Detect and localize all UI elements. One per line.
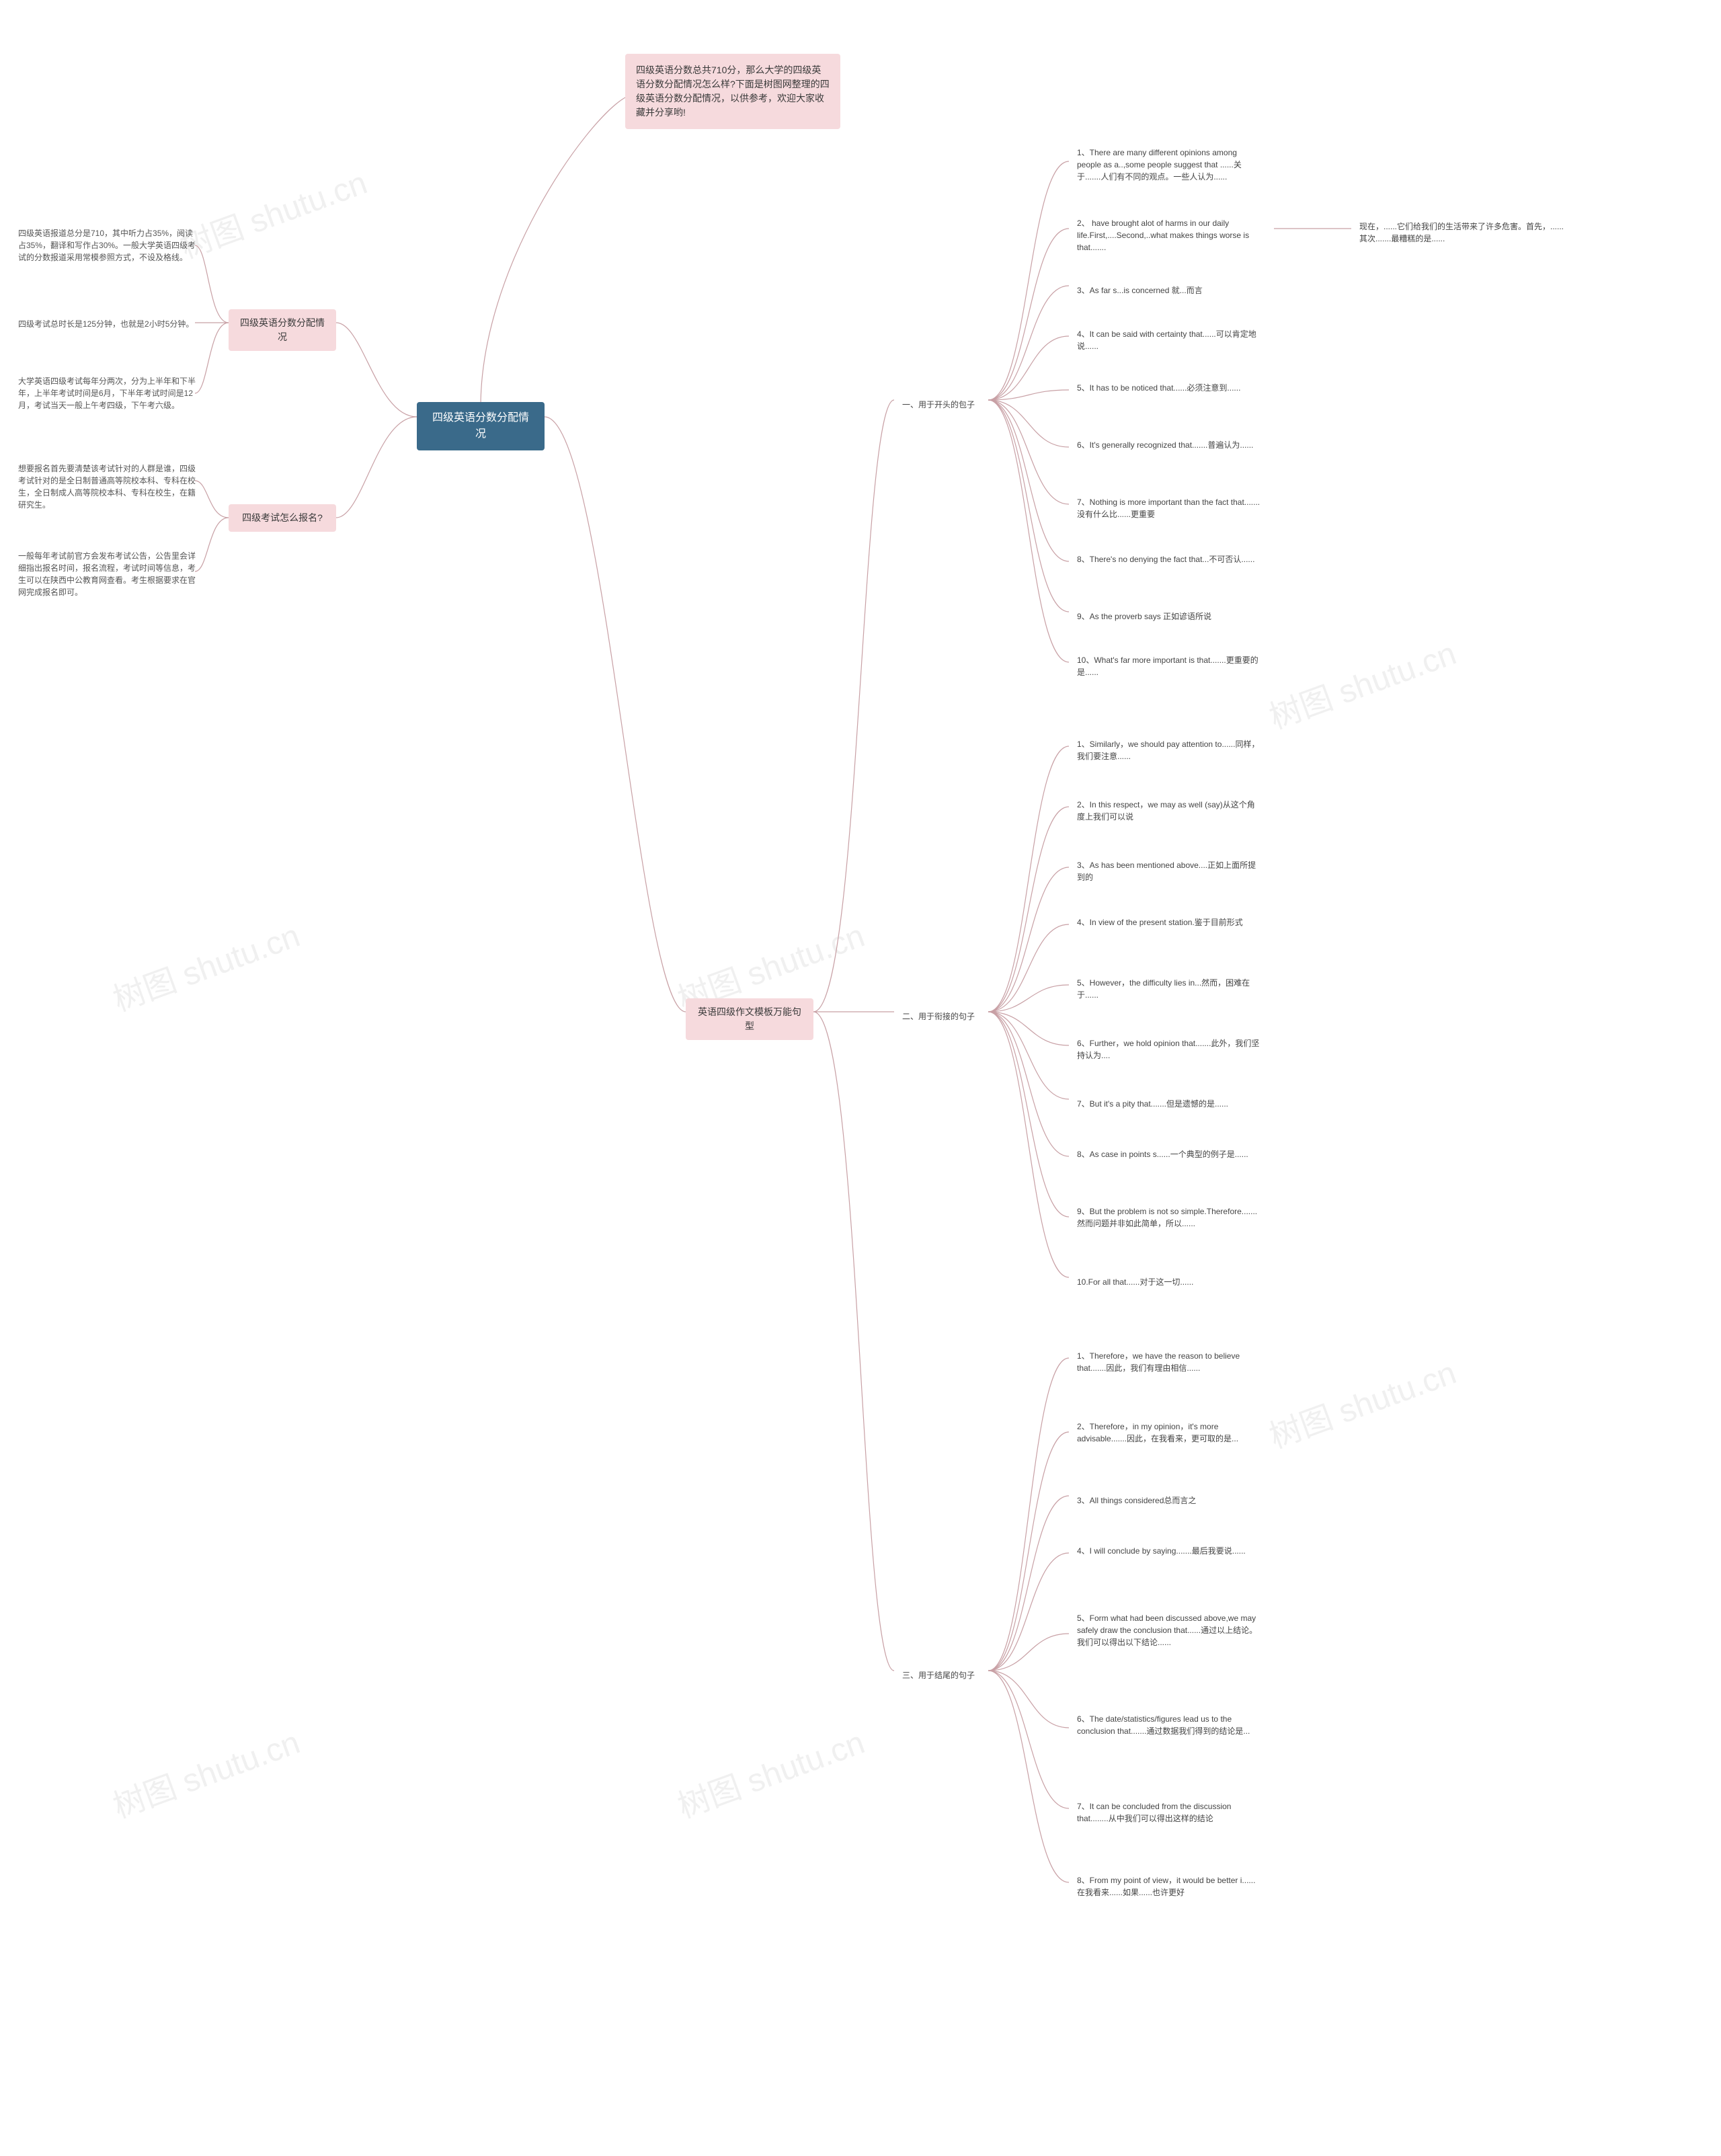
branch-essay-templates[interactable]: 英语四级作文模板万能句型 bbox=[686, 998, 813, 1040]
group-transition[interactable]: 二、用于衔接的句子 bbox=[894, 1005, 988, 1028]
watermark: 树图 shutu.cn bbox=[1262, 627, 1462, 737]
leaf-item: 6、Further，we hold opinion that.......此外，… bbox=[1069, 1032, 1271, 1067]
leaf-item: 10、What's far more important is that....… bbox=[1069, 649, 1271, 684]
leaf-item: 7、Nothing is more important than the fac… bbox=[1069, 491, 1271, 526]
leaf-item: 9、As the proverb says 正如谚语所说 bbox=[1069, 605, 1219, 628]
leaf-item: 9、But the problem is not so simple.There… bbox=[1069, 1200, 1271, 1235]
leaf-item: 4、I will conclude by saying.......最后我要说.… bbox=[1069, 1540, 1254, 1562]
leaf-item: 7、But it's a pity that.......但是遗憾的是.....… bbox=[1069, 1092, 1236, 1115]
note-item: 大学英语四级考试每年分两次，分为上半年和下半年，上半年考试时间是6月，下半年考试… bbox=[10, 370, 205, 417]
watermark: 树图 shutu.cn bbox=[106, 909, 305, 1020]
leaf-item: 5、It has to be noticed that......必须注意到..… bbox=[1069, 376, 1248, 399]
leaf-item: 6、It's generally recognized that.......普… bbox=[1069, 434, 1261, 456]
note-item: 想要报名首先要清楚该考试针对的人群是谁，四级考试针对的是全日制普通高等院校本科、… bbox=[10, 457, 205, 516]
watermark: 树图 shutu.cn bbox=[670, 1716, 870, 1827]
leaf-item: 1、There are many different opinions amon… bbox=[1069, 141, 1271, 188]
branch-score-distribution[interactable]: 四级英语分数分配情况 bbox=[229, 309, 336, 351]
mindmap-canvas: 树图 shutu.cn 树图 shutu.cn 树图 shutu.cn 树图 s… bbox=[0, 0, 1721, 2156]
branch-how-to-register[interactable]: 四级考试怎么报名? bbox=[229, 504, 336, 532]
leaf-item: 8、As case in points s......一个典型的例子是.....… bbox=[1069, 1143, 1256, 1166]
note-item: 四级考试总时长是125分钟，也就是2小时5分钟。 bbox=[10, 313, 202, 335]
leaf-item: 3、As far s...is concerned 就...而言 bbox=[1069, 279, 1211, 302]
leaf-item: 5、Form what had been discussed above,we … bbox=[1069, 1607, 1271, 1654]
leaf-item: 1、Therefore，we have the reason to believ… bbox=[1069, 1345, 1271, 1380]
leaf-item: 4、In view of the present station.鉴于目前形式 bbox=[1069, 911, 1251, 934]
watermark: 树图 shutu.cn bbox=[106, 1716, 305, 1827]
leaf-item: 3、All things considered总而言之 bbox=[1069, 1489, 1204, 1512]
group-opening[interactable]: 一、用于开头的包子 bbox=[894, 393, 988, 416]
leaf-item: 6、The date/statistics/figures lead us to… bbox=[1069, 1708, 1271, 1743]
leaf-item: 7、It can be concluded from the discussio… bbox=[1069, 1795, 1271, 1830]
group-ending[interactable]: 三、用于结尾的句子 bbox=[894, 1664, 988, 1687]
leaf-item: 8、From my point of view，it would be bett… bbox=[1069, 1869, 1271, 1904]
intro-box: 四级英语分数总共710分，那么大学的四级英语分数分配情况怎么样?下面是树图网整理… bbox=[625, 54, 840, 129]
note-item: 一般每年考试前官方会发布考试公告，公告里会详细指出报名时间，报名流程，考试时间等… bbox=[10, 545, 205, 604]
leaf-item: 8、There's no denying the fact that...不可否… bbox=[1069, 548, 1263, 571]
leaf-detail: 现在，......它们给我们的生活带来了许多危害。首先，......其次....… bbox=[1351, 215, 1573, 250]
watermark: 树图 shutu.cn bbox=[1262, 1346, 1462, 1457]
leaf-item: 3、As has been mentioned above....正如上面所提到… bbox=[1069, 854, 1271, 889]
leaf-item: 1、Similarly，we should pay attention to..… bbox=[1069, 733, 1271, 768]
leaf-item: 5、However，the difficulty lies in...然而，困难… bbox=[1069, 971, 1271, 1006]
root-node[interactable]: 四级英语分数分配情况 bbox=[417, 402, 545, 450]
leaf-item: 2、Therefore，in my opinion，it's more advi… bbox=[1069, 1415, 1271, 1450]
leaf-item: 2、 have brought alot of harms in our dai… bbox=[1069, 212, 1271, 259]
note-item: 四级英语报道总分是710，其中听力占35%，阅读占35%，翻译和写作占30%。一… bbox=[10, 222, 205, 269]
leaf-item: 4、It can be said with certainty that....… bbox=[1069, 323, 1271, 358]
leaf-item: 2、In this respect，we may as well (say)从这… bbox=[1069, 793, 1271, 828]
leaf-item: 10.For all that......对于这一切...... bbox=[1069, 1271, 1201, 1293]
